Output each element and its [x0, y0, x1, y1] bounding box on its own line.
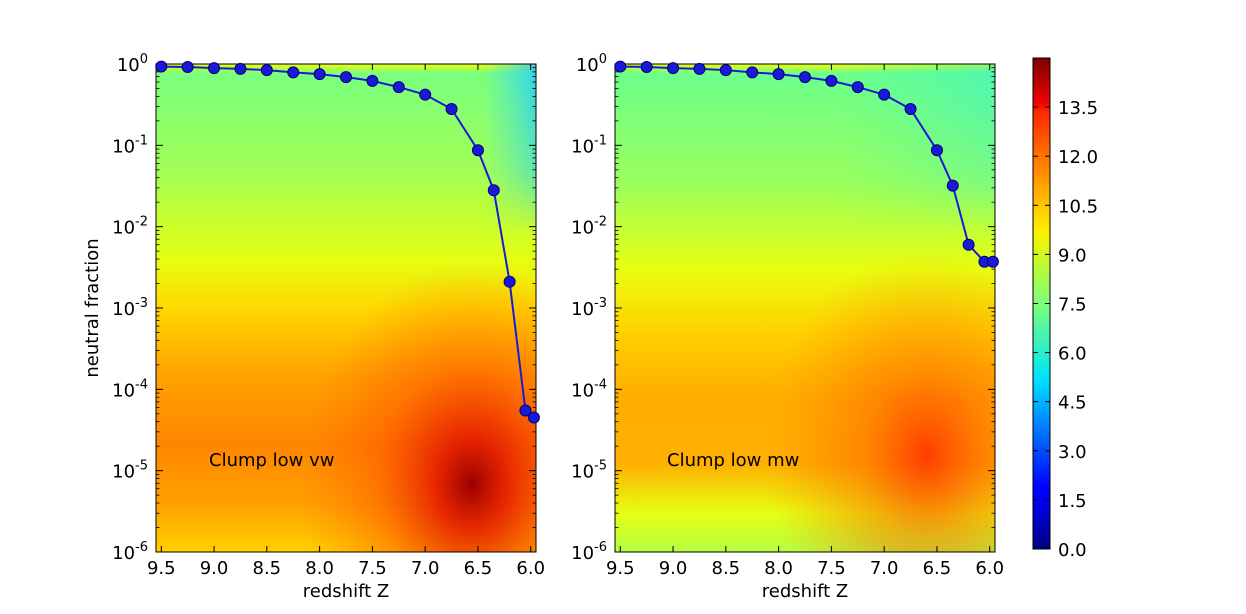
y-tick-label: 10-1 [112, 133, 148, 157]
y-tick-label: 10-1 [571, 133, 607, 157]
x-tick-label: 9.0 [200, 558, 229, 579]
left-x-axis-label: redshift Z [303, 581, 389, 602]
data-point [746, 66, 759, 79]
colorbar: 0.0 1.5 3.0 4.5 6.0 7.5 9.0 10.5 12.0 13.5 [1032, 57, 1098, 561]
left-y-axis-label: neutral fraction [82, 238, 103, 377]
data-point [878, 88, 891, 101]
left-series [155, 60, 540, 424]
data-point [366, 74, 379, 87]
data-point [614, 60, 627, 73]
x-tick-label: 9.5 [147, 558, 176, 579]
data-point [181, 60, 194, 73]
data-point [962, 238, 975, 251]
data-point [693, 62, 706, 75]
y-tick-label: 10-3 [571, 296, 607, 320]
colorbar-tick-label: 3.0 [1058, 442, 1087, 463]
left-heatmap [156, 64, 536, 552]
left-panel: 9.5 9.0 8.5 8.0 7.5 7.0 6.5 6.0 10-610-510-410-… [82, 52, 545, 602]
right-y-axis: 10-6 10-5 10-4 10-3 10-2 10-1 100 [571, 52, 995, 564]
left-y-axis: 10-6 10-5 10-4 10-3 10-2 10-1 100 [112, 52, 536, 564]
right-panel: 9.5 9.0 8.5 8.0 7.5 7.0 6.5 6.0 10-610-510-410-… [571, 52, 1004, 602]
x-tick-label: 8.5 [253, 558, 282, 579]
data-point [667, 62, 680, 75]
colorbar-tick-label: 10.5 [1058, 196, 1098, 217]
colorbar-tick-label: 6.0 [1058, 344, 1087, 365]
colorbar-gradient [1033, 58, 1050, 549]
y-tick-label: 10-2 [571, 215, 607, 239]
colorbar-tick-label: 4.5 [1058, 393, 1087, 414]
data-point [471, 144, 484, 157]
left-x-axis: 9.5 9.0 8.5 8.0 7.5 7.0 6.5 6.0 [147, 64, 545, 579]
data-point [155, 60, 168, 73]
y-tick-label: 10-3 [112, 296, 148, 320]
x-tick-label: 7.0 [870, 558, 899, 579]
data-point [930, 144, 943, 157]
data-point [392, 81, 405, 94]
colorbar-tick-label: 1.5 [1058, 491, 1087, 512]
x-tick-label: 8.0 [305, 558, 334, 579]
data-point [527, 411, 540, 424]
x-tick-label: 6.0 [975, 558, 1004, 579]
data-point [519, 404, 532, 417]
data-point [260, 64, 273, 77]
y-tick-label: 10-4 [112, 377, 148, 401]
data-point [825, 74, 838, 87]
data-point [851, 81, 864, 94]
data-point [799, 71, 811, 84]
data-point [503, 275, 516, 288]
data-point [719, 64, 732, 77]
data-point [340, 71, 352, 84]
x-tick-label: 7.5 [358, 558, 387, 579]
y-tick-label: 100 [576, 52, 607, 76]
data-point [419, 88, 432, 101]
data-point [772, 68, 785, 81]
colorbar-tick-label: 0.0 [1058, 540, 1087, 561]
colorbar-tick-label: 7.5 [1058, 295, 1087, 316]
y-tick-label: 10-5 [571, 459, 607, 483]
right-x-axis: 9.5 9.0 8.5 8.0 7.5 7.0 6.5 6.0 [606, 64, 1004, 579]
colorbar-ticks: 0.0 1.5 3.0 4.5 6.0 7.5 9.0 10.5 12.0 13.5 [1033, 98, 1098, 561]
y-tick-label: 10-6 [112, 540, 148, 564]
right-heatmap [615, 64, 995, 552]
y-tick-label: 100 [117, 52, 148, 76]
x-tick-label: 9.0 [659, 558, 688, 579]
y-tick-label: 10-6 [571, 540, 607, 564]
x-tick-label: 8.0 [764, 558, 793, 579]
data-point [904, 102, 917, 115]
data-point [287, 66, 300, 79]
x-tick-label: 7.0 [411, 558, 440, 579]
right-annotation: Clump low mw [667, 450, 799, 471]
x-tick-label: 6.5 [923, 558, 952, 579]
data-point [208, 62, 221, 75]
x-tick-label: 6.0 [516, 558, 545, 579]
x-tick-label: 9.5 [606, 558, 635, 579]
left-annotation: Clump low vw [209, 450, 335, 471]
colorbar-tick-label: 13.5 [1058, 98, 1098, 119]
data-point [487, 184, 500, 197]
data-point [986, 255, 999, 268]
y-tick-label: 10-4 [571, 377, 607, 401]
colorbar-tick-label: 9.0 [1058, 245, 1087, 266]
data-point [234, 62, 247, 75]
x-tick-label: 7.5 [817, 558, 846, 579]
colorbar-tick-label: 12.0 [1058, 147, 1098, 168]
y-tick-label: 10-2 [112, 215, 148, 239]
data-point [640, 60, 653, 73]
right-series [614, 60, 999, 268]
right-x-axis-label: redshift Z [762, 581, 848, 602]
x-tick-label: 6.5 [464, 558, 493, 579]
y-tick-label: 10-5 [112, 459, 148, 483]
data-point [313, 68, 326, 81]
data-point [445, 102, 458, 115]
x-tick-label: 8.5 [712, 558, 741, 579]
data-point [946, 179, 959, 192]
